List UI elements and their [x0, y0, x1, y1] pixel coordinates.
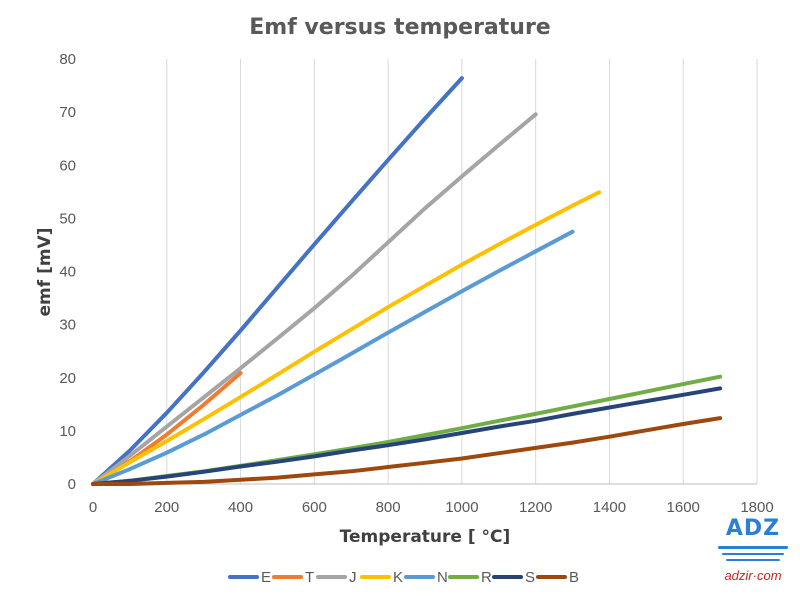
y-tick-label: 10 — [59, 423, 76, 440]
y-tick-label: 60 — [59, 157, 76, 174]
y-axis-ticks: 0 10 20 30 40 50 60 70 80 — [59, 51, 76, 493]
y-tick-label: 40 — [59, 264, 76, 281]
series-line-j — [91, 112, 538, 486]
x-tick-label: 200 — [154, 499, 179, 516]
x-tick-label: 800 — [376, 499, 401, 516]
legend-label-t: T — [305, 569, 314, 586]
x-tick-label: 1200 — [519, 499, 552, 516]
x-tick-label: 1800 — [740, 499, 773, 516]
gridlines — [166, 59, 758, 484]
legend-label-s: S — [525, 569, 535, 586]
series-line-k — [91, 190, 602, 486]
logo-tagline-graphic — [718, 546, 788, 561]
y-tick-label: 50 — [59, 210, 76, 227]
x-tick-label: 1400 — [593, 499, 626, 516]
plot-area — [91, 76, 723, 486]
y-tick-label: 20 — [59, 370, 76, 387]
x-axis-ticks: 0 200 400 600 800 1000 1200 1400 1600 1800 — [89, 499, 774, 516]
x-tick-label: 1600 — [667, 499, 700, 516]
series-line-b — [91, 416, 723, 486]
series-line-e — [91, 76, 464, 486]
chart-title: Emf versus temperature — [249, 15, 550, 40]
x-tick-label: 400 — [228, 499, 253, 516]
x-tick-label: 0 — [89, 499, 97, 516]
legend-label-n: N — [437, 569, 448, 586]
y-tick-label: 0 — [68, 476, 76, 493]
x-tick-label: 600 — [302, 499, 327, 516]
x-tick-label: 1000 — [445, 499, 478, 516]
series-line-n — [91, 229, 575, 486]
logo-brand: ADZ — [725, 516, 781, 541]
series-line-s — [91, 386, 723, 486]
legend-label-e: E — [261, 569, 271, 586]
logo-website: adzir·com — [724, 568, 782, 583]
legend-label-k: K — [393, 569, 403, 586]
y-axis-title: emf [mV] — [35, 228, 55, 317]
legend-label-j: J — [349, 569, 357, 586]
adz-logo: ADZ adzir·com — [712, 517, 794, 589]
y-tick-label: 80 — [59, 51, 76, 68]
y-tick-label: 70 — [59, 104, 76, 121]
legend-label-b: B — [569, 569, 579, 586]
legend-label-r: R — [481, 569, 492, 586]
x-axis-title: Temperature [ °C] — [340, 527, 511, 547]
y-tick-label: 30 — [59, 317, 76, 334]
